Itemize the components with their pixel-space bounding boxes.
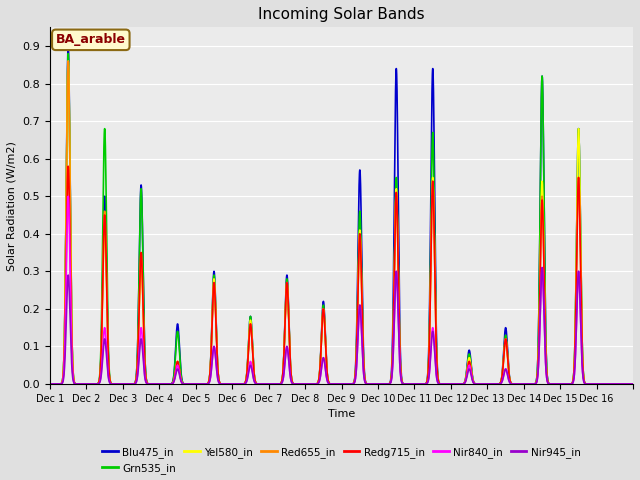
Blu475_in — [65, 43, 72, 49]
Grn535_in — [65, 51, 72, 57]
Grn535_in — [593, 381, 600, 387]
Nir945_in — [166, 381, 173, 387]
Yel580_in — [468, 372, 476, 378]
Blu475_in — [629, 381, 637, 387]
Blu475_in — [468, 369, 476, 375]
Redg715_in — [623, 381, 630, 387]
Blu475_in — [46, 381, 54, 387]
Grn535_in — [629, 381, 637, 387]
Blu475_in — [593, 381, 600, 387]
X-axis label: Time: Time — [328, 409, 355, 419]
Nir945_in — [417, 381, 424, 387]
Nir945_in — [468, 375, 476, 381]
Nir945_in — [629, 381, 637, 387]
Redg715_in — [417, 381, 424, 387]
Grn535_in — [46, 381, 54, 387]
Grn535_in — [505, 372, 513, 378]
Redg715_in — [505, 372, 513, 378]
Legend: Blu475_in, Grn535_in, Yel580_in, Red655_in, Redg715_in, Nir840_in, Nir945_in: Blu475_in, Grn535_in, Yel580_in, Red655_… — [99, 443, 585, 478]
Grn535_in — [417, 381, 424, 387]
Red655_in — [540, 274, 548, 279]
Blu475_in — [166, 381, 173, 387]
Nir840_in — [468, 374, 476, 380]
Nir945_in — [623, 381, 630, 387]
Red655_in — [593, 381, 600, 387]
Redg715_in — [46, 381, 54, 387]
Nir840_in — [166, 381, 173, 387]
Yel580_in — [417, 381, 424, 387]
Blu475_in — [417, 381, 424, 387]
Nir945_in — [538, 264, 546, 270]
Red655_in — [417, 381, 424, 387]
Blu475_in — [505, 371, 513, 376]
Yel580_in — [593, 381, 600, 387]
Y-axis label: Solar Radiation (W/m2): Solar Radiation (W/m2) — [7, 141, 17, 271]
Redg715_in — [468, 373, 476, 379]
Nir840_in — [46, 381, 54, 387]
Grn535_in — [468, 371, 476, 376]
Red655_in — [505, 372, 513, 378]
Redg715_in — [540, 276, 548, 282]
Line: Red655_in: Red655_in — [50, 61, 633, 384]
Red655_in — [65, 58, 72, 64]
Redg715_in — [65, 163, 72, 169]
Red655_in — [623, 381, 630, 387]
Text: BA_arable: BA_arable — [56, 33, 126, 47]
Redg715_in — [166, 381, 173, 387]
Line: Yel580_in: Yel580_in — [50, 61, 633, 384]
Nir945_in — [46, 381, 54, 387]
Nir840_in — [505, 378, 513, 384]
Blu475_in — [540, 205, 548, 211]
Red655_in — [468, 373, 476, 379]
Line: Nir840_in: Nir840_in — [50, 196, 633, 384]
Nir945_in — [593, 381, 600, 387]
Blu475_in — [623, 381, 630, 387]
Grn535_in — [623, 381, 630, 387]
Nir840_in — [417, 381, 424, 387]
Grn535_in — [166, 381, 173, 387]
Yel580_in — [505, 372, 513, 378]
Nir945_in — [540, 314, 548, 320]
Nir840_in — [593, 381, 600, 387]
Line: Redg715_in: Redg715_in — [50, 166, 633, 384]
Red655_in — [629, 381, 637, 387]
Grn535_in — [540, 205, 548, 211]
Red655_in — [166, 381, 173, 387]
Redg715_in — [629, 381, 637, 387]
Yel580_in — [166, 381, 173, 387]
Title: Incoming Solar Bands: Incoming Solar Bands — [258, 7, 425, 22]
Line: Nir945_in: Nir945_in — [50, 267, 633, 384]
Nir945_in — [505, 378, 513, 384]
Nir840_in — [629, 381, 637, 387]
Red655_in — [46, 381, 54, 387]
Nir840_in — [540, 314, 548, 320]
Yel580_in — [65, 58, 72, 64]
Yel580_in — [623, 381, 630, 387]
Nir840_in — [65, 193, 72, 199]
Line: Blu475_in: Blu475_in — [50, 46, 633, 384]
Line: Grn535_in: Grn535_in — [50, 54, 633, 384]
Yel580_in — [629, 381, 637, 387]
Nir840_in — [623, 381, 630, 387]
Redg715_in — [593, 381, 600, 387]
Yel580_in — [46, 381, 54, 387]
Yel580_in — [540, 265, 548, 271]
